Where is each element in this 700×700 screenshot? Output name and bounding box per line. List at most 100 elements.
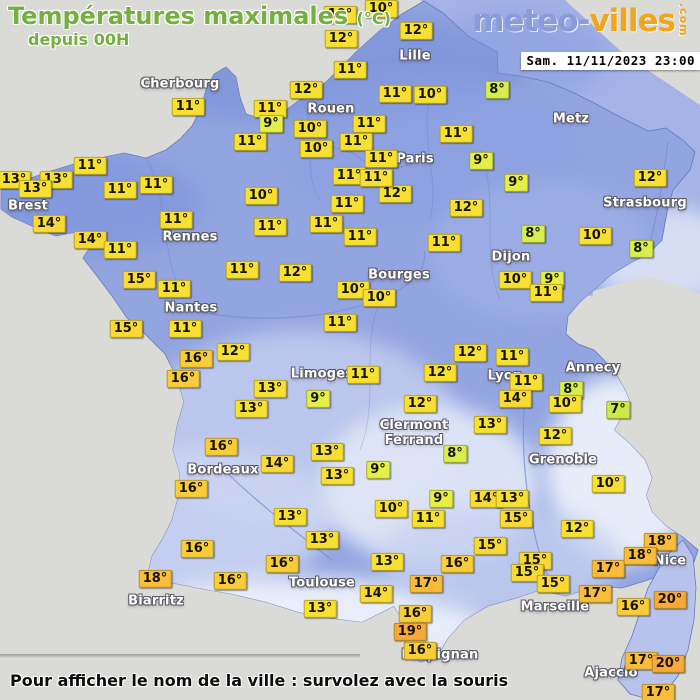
temperature-badge[interactable]: 20° (651, 654, 685, 674)
temperature-badge[interactable]: 15° (473, 536, 507, 556)
temperature-badge[interactable]: 14° (73, 230, 107, 250)
temperature-badge[interactable]: 16° (174, 479, 208, 499)
temperature-badge[interactable]: 9° (469, 151, 493, 171)
temperature-badge[interactable]: 11° (253, 217, 287, 237)
temperature-badge[interactable]: 19° (393, 622, 427, 642)
temperature-badge[interactable]: 10° (362, 288, 396, 308)
temperature-badge[interactable]: 11° (139, 175, 173, 195)
temperature-badge[interactable]: 11° (343, 227, 377, 247)
temperature-badge[interactable]: 15° (536, 574, 570, 594)
temperature-badge[interactable]: 10° (293, 119, 327, 139)
temperature-badge[interactable]: 16° (166, 369, 200, 389)
temperature-badge[interactable]: 11° (378, 84, 412, 104)
temperature-badge[interactable]: 11° (233, 132, 267, 152)
temperature-badge[interactable]: 13° (370, 552, 404, 572)
temperature-badge[interactable]: 8° (629, 239, 653, 259)
temperature-badge[interactable]: 11° (364, 149, 398, 169)
temperature-badge[interactable]: 17° (641, 683, 675, 700)
temperature-badge[interactable]: 7° (606, 400, 630, 420)
temperature-badge[interactable]: 12° (324, 29, 358, 49)
temperature-badge[interactable]: 10° (498, 270, 532, 290)
temperature-badge[interactable]: 12° (538, 426, 572, 446)
temperature-badge[interactable]: 13° (305, 530, 339, 550)
temperature-badge[interactable]: 18° (643, 532, 677, 552)
temperature-badge[interactable]: 15° (122, 270, 156, 290)
temperature-badge[interactable]: 12° (378, 184, 412, 204)
temperature-badge[interactable]: 9° (429, 489, 453, 509)
logo[interactable]: meteo-villes .com (472, 3, 690, 39)
temperature-badge[interactable]: 16° (204, 437, 238, 457)
temperature-badge[interactable]: 16° (440, 554, 474, 574)
temperature-badge[interactable]: 12° (423, 363, 457, 383)
temperature-badge[interactable]: 10° (299, 139, 333, 159)
temperature-badge[interactable]: 10° (364, 0, 398, 19)
temperature-badge[interactable]: 10° (548, 394, 582, 414)
temperature-badge[interactable]: 11° (253, 99, 287, 119)
temperature-badge[interactable]: 11° (73, 156, 107, 176)
temperature-badge[interactable]: 11° (359, 168, 393, 188)
temperature-badge[interactable]: 16° (179, 349, 213, 369)
temperature-badge[interactable]: 18° (138, 569, 172, 589)
temperature-badge[interactable]: 12° (453, 343, 487, 363)
temperature-badge[interactable]: 11° (509, 372, 543, 392)
temperature-badge[interactable]: 9° (306, 389, 330, 409)
temperature-badge[interactable]: 11° (323, 313, 357, 333)
temperature-badge[interactable]: 14° (359, 584, 393, 604)
temperature-badge[interactable]: 13° (473, 415, 507, 435)
temperature-badge[interactable]: 8° (443, 444, 467, 464)
temperature-badge[interactable]: 8° (521, 224, 545, 244)
temperature-badge[interactable]: 12° (403, 394, 437, 414)
temperature-badge[interactable]: 13° (310, 442, 344, 462)
temperature-badge[interactable]: 13° (273, 507, 307, 527)
temperature-badge[interactable]: 12° (449, 198, 483, 218)
temperature-badge[interactable]: 13° (320, 466, 354, 486)
temperature-badge[interactable]: 13° (234, 399, 268, 419)
temperature-badge[interactable]: 11° (439, 124, 473, 144)
temperature-badge[interactable]: 12° (289, 80, 323, 100)
temperature-badge[interactable]: 11° (309, 214, 343, 234)
temperature-badge[interactable]: 13° (18, 179, 52, 199)
temperature-badge[interactable]: 13° (253, 379, 287, 399)
temperature-badge[interactable]: 8° (485, 80, 509, 100)
temperature-badge[interactable]: 9° (504, 173, 528, 193)
temperature-badge[interactable]: 11° (333, 60, 367, 80)
temperature-badge[interactable]: 8° (559, 380, 583, 400)
temperature-badge[interactable]: 17° (624, 651, 658, 671)
temperature-badge[interactable]: 11° (103, 180, 137, 200)
temperature-badge[interactable]: 9° (366, 460, 390, 480)
temperature-badge[interactable]: 15° (510, 563, 544, 583)
temperature-badge[interactable]: 11° (495, 347, 529, 367)
temperature-badge[interactable]: 10° (578, 226, 612, 246)
temperature-badge[interactable]: 16° (265, 554, 299, 574)
temperature-badge[interactable]: 11° (346, 365, 380, 385)
temperature-badge[interactable]: 12° (278, 263, 312, 283)
temperature-badge[interactable]: 13° (495, 489, 529, 509)
temperature-badge[interactable]: 12° (560, 519, 594, 539)
temperature-badge[interactable]: 16° (398, 604, 432, 624)
temperature-badge[interactable]: 11° (352, 114, 386, 134)
temperature-badge[interactable]: 11° (159, 210, 193, 230)
temperature-badge[interactable]: 10° (413, 85, 447, 105)
temperature-badge[interactable]: 12° (633, 168, 667, 188)
temperature-badge[interactable]: 14° (498, 389, 532, 409)
temperature-badge[interactable]: 15° (499, 509, 533, 529)
temperature-badge[interactable]: 11° (157, 279, 191, 299)
temperature-badge[interactable]: 11° (225, 260, 259, 280)
temperature-badge[interactable]: 17° (409, 574, 443, 594)
temperature-badge[interactable]: 18° (623, 546, 657, 566)
temperature-badge[interactable]: 16° (616, 597, 650, 617)
temperature-badge[interactable]: 11° (427, 233, 461, 253)
temperature-badge[interactable]: 11° (339, 132, 373, 152)
temperature-badge[interactable]: 14° (260, 454, 294, 474)
temperature-badge[interactable]: 9° (259, 114, 283, 134)
temperature-badge[interactable]: 14° (469, 489, 503, 509)
temperature-badge[interactable]: 11° (330, 194, 364, 214)
temperature-badge[interactable]: 13° (303, 599, 337, 619)
temperature-badge[interactable]: 14° (32, 214, 66, 234)
temperature-badge[interactable]: 11° (103, 240, 137, 260)
temperature-badge[interactable]: 16° (403, 641, 437, 661)
temperature-badge[interactable]: 12° (399, 21, 433, 41)
temperature-badge[interactable]: 17° (591, 559, 625, 579)
temperature-badge[interactable]: 10° (374, 499, 408, 519)
temperature-badge[interactable]: 12° (216, 342, 250, 362)
